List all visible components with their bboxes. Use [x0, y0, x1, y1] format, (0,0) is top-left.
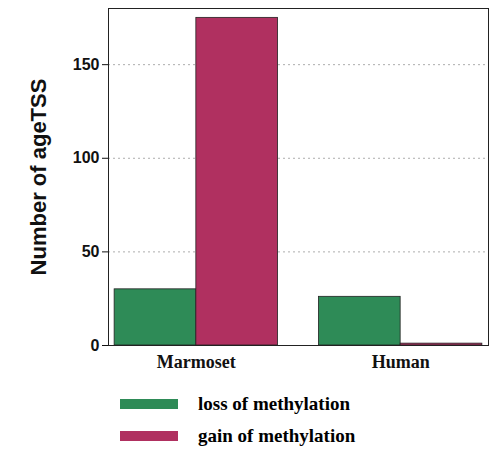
svg-text:Number of ageTSS: Number of ageTSS: [26, 79, 51, 276]
svg-text:0: 0: [91, 337, 100, 354]
html-text:gain of methylation: gain of methylation: [198, 425, 356, 446]
svg-text:50: 50: [82, 243, 100, 260]
svg-text:150: 150: [73, 56, 100, 73]
svg-text:Human: Human: [372, 352, 430, 372]
svg-text:100: 100: [73, 149, 100, 166]
html-text:loss of methylation: loss of methylation: [198, 393, 350, 414]
svg-text:Marmoset: Marmoset: [157, 352, 236, 372]
